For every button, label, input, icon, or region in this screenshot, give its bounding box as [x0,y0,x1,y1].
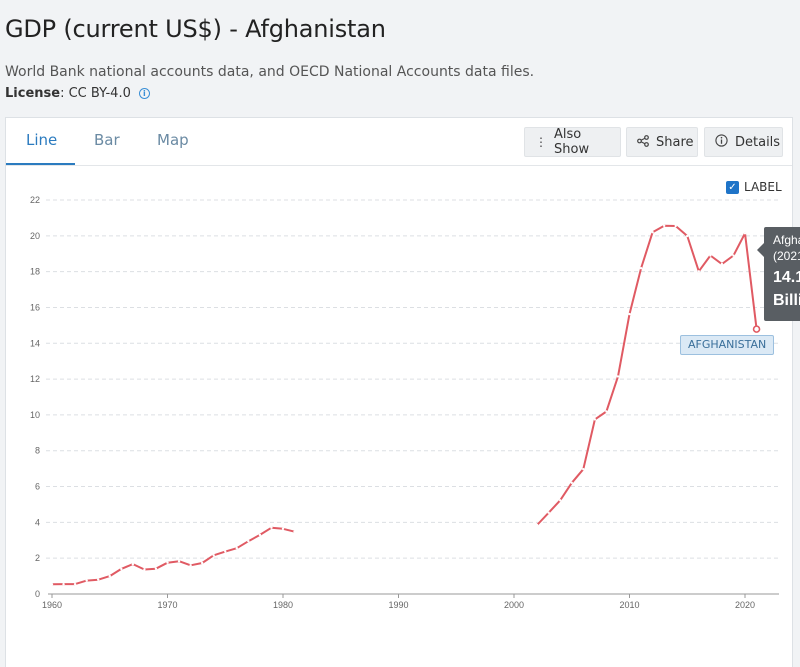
data-point[interactable] [628,312,631,316]
details-button[interactable]: Details [704,127,783,157]
data-point[interactable] [697,270,700,273]
label-toggle[interactable]: ✓ LABEL [726,180,782,194]
data-point[interactable] [177,560,181,563]
tab-map[interactable]: Map [157,131,189,149]
data-point[interactable] [143,568,146,571]
series-label-tag[interactable]: AFGHANISTAN [680,335,775,355]
data-point[interactable] [166,561,169,564]
license-line: License : CC BY-4.0 i [5,86,150,101]
data-point[interactable] [559,499,562,502]
y-tick-label: 6 [35,482,40,492]
data-point[interactable] [686,234,689,238]
x-tick-label: 2000 [504,600,524,610]
also-show-button[interactable]: ⋮ Also Show [524,127,621,157]
y-tick-label: 0 [35,589,40,599]
data-point[interactable] [235,546,238,550]
data-point[interactable] [247,539,250,543]
x-tick-label: 1970 [157,600,177,610]
label-toggle-text: LABEL [744,180,782,194]
y-tick-label: 12 [30,374,40,384]
checkbox-checked-icon[interactable]: ✓ [726,180,739,194]
tooltip-value: 14.1 [773,269,800,286]
more-vertical-icon: ⋮ [535,135,547,149]
data-point[interactable] [674,224,677,228]
data-point[interactable] [605,410,608,413]
data-point[interactable] [293,530,296,533]
series-line[interactable] [51,526,295,586]
y-tick-label: 22 [30,195,40,205]
data-point[interactable] [582,467,585,471]
data-point[interactable] [593,418,597,421]
info-icon[interactable]: i [138,88,150,99]
info-circle-icon [715,134,728,150]
data-point[interactable] [616,375,620,378]
share-button[interactable]: Share [626,127,698,157]
data-point[interactable] [62,582,65,586]
license-label: License [5,86,61,101]
y-tick-label: 2 [35,553,40,563]
y-tick-label: 4 [35,517,40,527]
data-point[interactable] [535,523,539,527]
data-point[interactable] [743,232,747,235]
x-tick-label: 1990 [388,600,408,610]
data-point[interactable] [732,254,735,257]
y-tick-label: 10 [30,410,40,420]
data-point[interactable] [662,224,666,227]
data-point[interactable] [154,567,158,570]
x-tick-label: 1960 [42,600,62,610]
tab-bar: Line Bar Map ⋮ Also Show Share Details [6,118,792,166]
data-point[interactable] [281,527,285,531]
y-tick-label: 18 [30,267,40,277]
tab-line[interactable]: Line [26,131,58,149]
highlighted-point[interactable] [752,325,761,333]
chart-panel: Line Bar Map ⋮ Also Show Share Details ✓… [5,117,793,667]
data-point[interactable] [50,583,54,586]
data-point[interactable] [200,561,204,565]
tab-bar-chart[interactable]: Bar [94,131,120,149]
y-tick-label: 16 [30,302,40,312]
data-point[interactable] [651,231,654,234]
data-point[interactable] [97,578,100,581]
y-tick-label: 8 [35,446,40,456]
data-point[interactable] [720,262,724,266]
data-point[interactable] [120,567,123,571]
tooltip-unit: Billion [773,292,800,309]
license-value: : CC BY-4.0 [60,86,131,101]
tooltip-country: Afghanistan [773,233,800,247]
x-tick-label: 2010 [619,600,639,610]
data-point[interactable] [547,511,550,514]
details-label: Details [735,134,781,150]
share-label: Share [656,134,694,150]
data-point[interactable] [709,254,712,257]
share-icon [637,134,649,150]
data-point[interactable] [85,579,88,582]
data-point[interactable] [570,481,573,484]
source-note: World Bank national accounts data, and O… [5,64,535,80]
data-point[interactable] [212,554,215,557]
x-tick-label: 2020 [735,600,755,610]
page-title: GDP (current US$) - Afghanistan [5,15,386,43]
series-line[interactable] [536,224,758,526]
tooltip-arrow [757,243,764,257]
data-point[interactable] [270,526,273,529]
y-tick-label: 20 [30,231,40,241]
data-point[interactable] [258,533,262,537]
data-point[interactable] [131,562,135,566]
x-tick-label: 1980 [273,600,293,610]
data-point[interactable] [108,574,111,578]
data-point[interactable] [189,564,192,567]
also-show-label: Also Show [554,127,590,157]
y-tick-label: 14 [30,338,40,348]
active-tab-underline [6,163,75,165]
data-point[interactable] [73,582,77,586]
data-point[interactable] [639,267,643,270]
data-point[interactable] [224,550,227,553]
